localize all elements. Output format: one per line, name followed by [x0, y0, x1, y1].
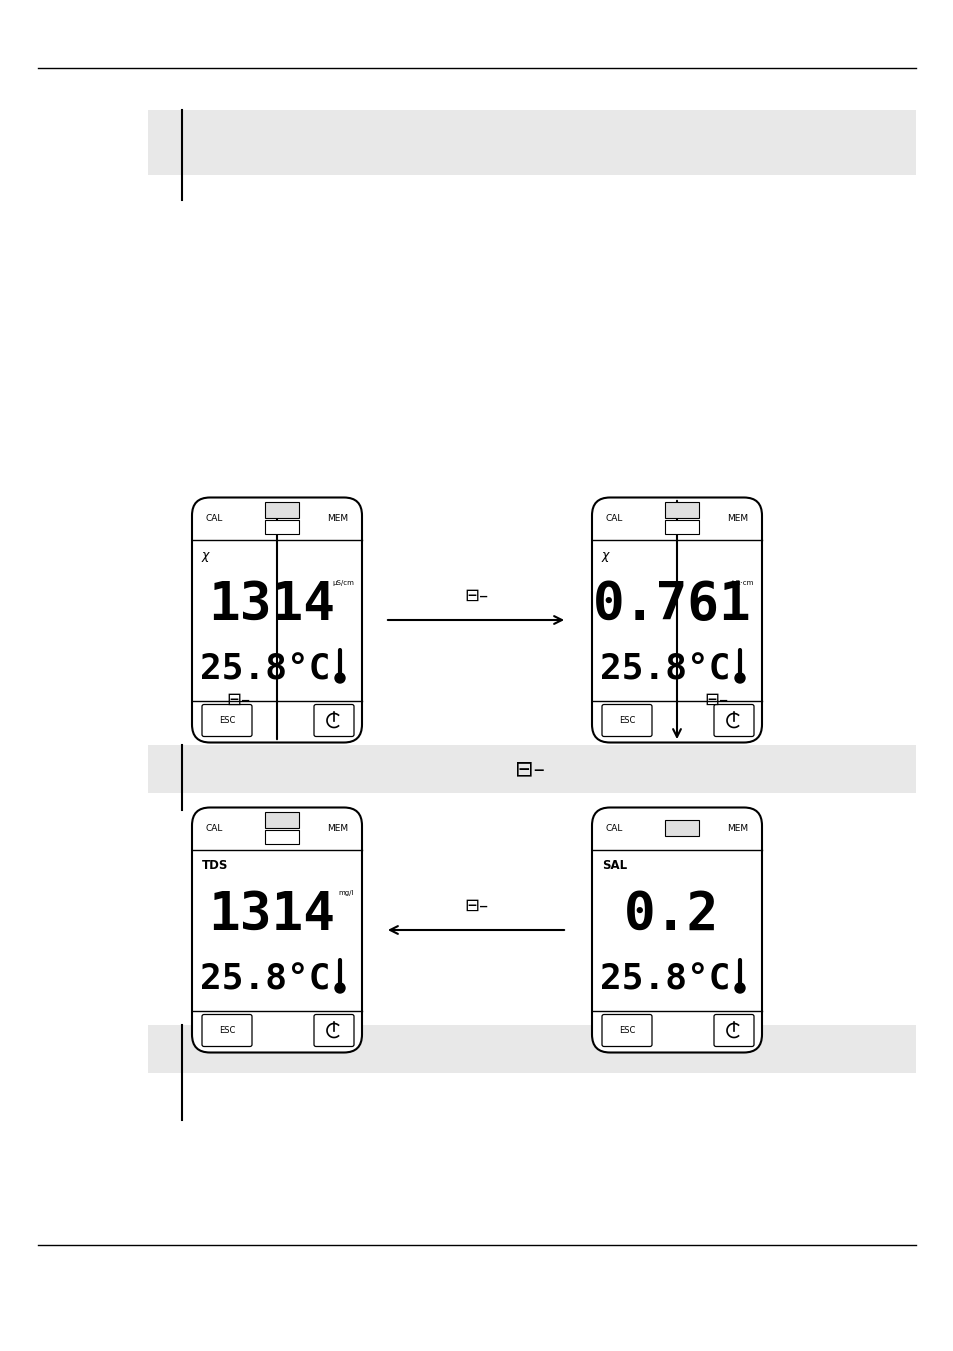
FancyBboxPatch shape: [192, 808, 361, 1052]
FancyBboxPatch shape: [265, 520, 298, 534]
Circle shape: [734, 984, 744, 993]
FancyBboxPatch shape: [192, 497, 361, 743]
Text: CAL: CAL: [605, 824, 622, 834]
FancyBboxPatch shape: [601, 704, 651, 736]
Text: ESC: ESC: [218, 716, 235, 725]
Text: μS/cm: μS/cm: [332, 580, 354, 586]
Text: χ: χ: [202, 549, 209, 562]
Text: MEM: MEM: [327, 824, 348, 834]
Text: MEM: MEM: [726, 824, 747, 834]
FancyBboxPatch shape: [713, 1015, 753, 1047]
Bar: [148, 109, 915, 176]
FancyBboxPatch shape: [601, 1015, 651, 1047]
Text: 25.8°C: 25.8°C: [599, 653, 729, 688]
Text: ⊟–: ⊟–: [703, 690, 727, 709]
Text: 25.8°C: 25.8°C: [199, 963, 330, 997]
Text: MEM: MEM: [327, 513, 348, 523]
Text: ⊟–: ⊟–: [463, 586, 488, 605]
Text: ⊟–: ⊟–: [515, 759, 544, 780]
Text: ESC: ESC: [618, 1025, 635, 1035]
Text: mg/l: mg/l: [338, 890, 354, 896]
Text: CAL: CAL: [605, 513, 622, 523]
FancyBboxPatch shape: [314, 1015, 354, 1047]
Circle shape: [335, 984, 345, 993]
Text: 1314: 1314: [209, 580, 335, 631]
Text: MEM: MEM: [726, 513, 747, 523]
FancyBboxPatch shape: [713, 704, 753, 736]
Text: 25.8°C: 25.8°C: [599, 963, 729, 997]
FancyBboxPatch shape: [592, 497, 761, 743]
Bar: [148, 744, 915, 793]
Text: CAL: CAL: [206, 824, 223, 834]
FancyBboxPatch shape: [664, 501, 699, 517]
FancyBboxPatch shape: [265, 830, 298, 843]
Text: ESC: ESC: [218, 1025, 235, 1035]
Text: ESC: ESC: [618, 716, 635, 725]
FancyBboxPatch shape: [202, 1015, 252, 1047]
FancyBboxPatch shape: [265, 501, 298, 517]
Text: 1314: 1314: [209, 889, 335, 942]
Bar: [148, 1025, 915, 1073]
FancyBboxPatch shape: [265, 812, 298, 828]
Text: kΩ·cm: kΩ·cm: [731, 580, 753, 586]
FancyBboxPatch shape: [592, 808, 761, 1052]
Circle shape: [335, 673, 345, 684]
Text: 25.8°C: 25.8°C: [199, 653, 330, 688]
Text: χ: χ: [601, 549, 609, 562]
FancyBboxPatch shape: [664, 520, 699, 534]
Text: TDS: TDS: [202, 859, 228, 871]
Text: SAL: SAL: [601, 859, 626, 871]
Text: 0.2: 0.2: [623, 889, 719, 942]
FancyBboxPatch shape: [314, 704, 354, 736]
Text: ⊟–: ⊟–: [226, 690, 250, 709]
FancyBboxPatch shape: [202, 704, 252, 736]
Circle shape: [734, 673, 744, 684]
Text: CAL: CAL: [206, 513, 223, 523]
FancyBboxPatch shape: [664, 820, 699, 835]
Text: ⊟–: ⊟–: [463, 897, 488, 915]
Text: 0.761: 0.761: [592, 580, 751, 631]
